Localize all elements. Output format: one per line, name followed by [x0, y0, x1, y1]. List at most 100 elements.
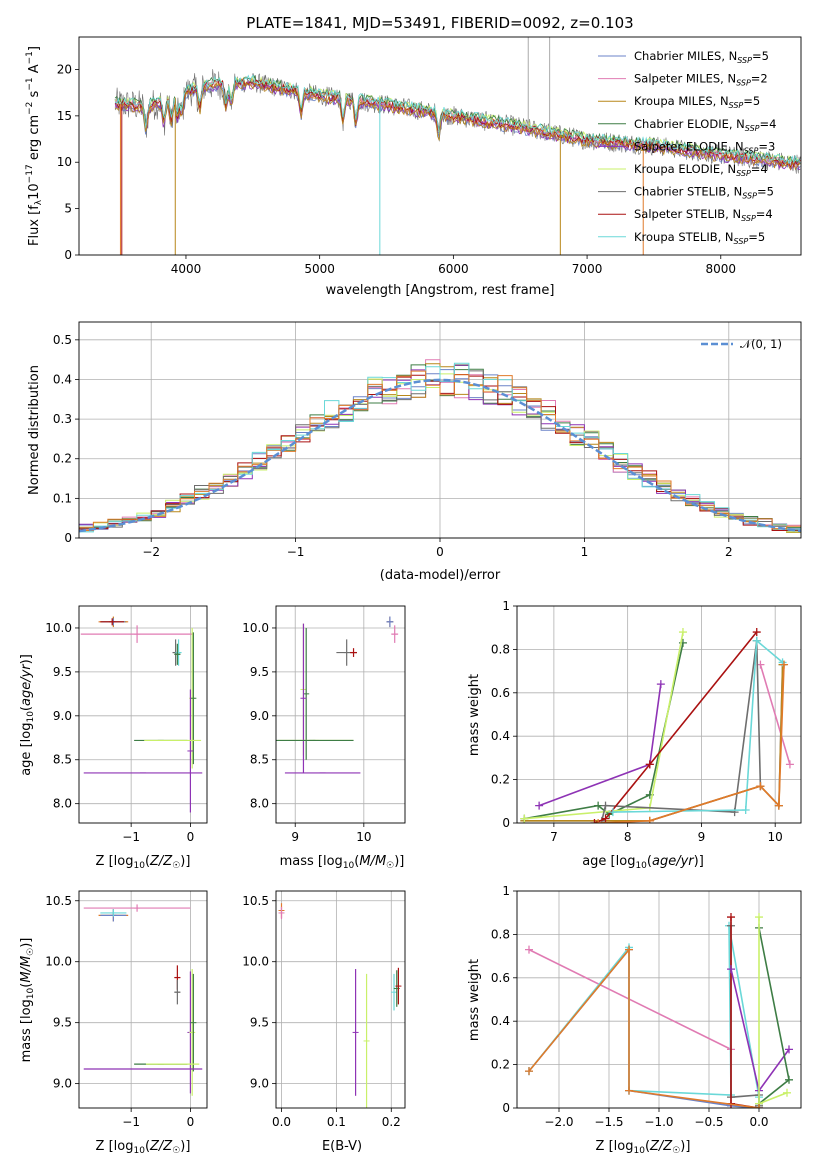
spectrum-series-line	[114, 74, 801, 165]
spectrum-legend-label: Kroupa ELODIE, NSSP=4	[634, 162, 768, 178]
spectrum-legend-label: Kroupa STELIB, NSSP=5	[634, 230, 765, 246]
spectrum-xtick-label: 8000	[706, 262, 737, 276]
residual-legend: 𝒩(0, 1)	[701, 337, 782, 351]
weight-vs-Z-ylabel: mass weight	[467, 959, 482, 1041]
spectrum-legend-label: Chabrier MILES, NSSP=5	[634, 49, 769, 65]
spectrum-legend-sub: SSP	[744, 146, 759, 155]
weight-point-marker	[525, 945, 533, 954]
mass-vs-ebv-xtick-label: 0.2	[382, 1115, 401, 1129]
weight-vs-Z-xtick-label: −0.5	[694, 1115, 723, 1129]
spectrum-legend-sub: SSP	[737, 56, 752, 65]
mass-vs-ebv-frame	[275, 890, 406, 1109]
spectrum-ytick-label: 20	[57, 62, 72, 76]
mass-vs-ebv-xtick-label: 0.1	[327, 1115, 346, 1129]
weight-point-marker	[755, 1104, 763, 1108]
residual-hist-xtick-label: 1	[581, 545, 589, 559]
age-vs-mass-frame	[275, 605, 406, 824]
spectrum-legend-label: Kroupa MILES, NSSP=5	[634, 94, 760, 110]
age-vs-Z-panel: −1 0 8.0 8.5 9.0 9.5 10.0 Z [log10(Z/Z☉)] age …	[19, 605, 208, 871]
mass-vs-Z-ytick-label: 9.5	[53, 1016, 72, 1030]
spectrum-frame	[78, 36, 802, 256]
spectrum-legend-tail: =3	[758, 139, 775, 153]
spectrum-legend-tail: =4	[760, 117, 777, 131]
mass-vs-ebv-points	[278, 903, 402, 1108]
weight-point-marker	[590, 819, 599, 823]
spectrum-legend-tail: =5	[743, 94, 760, 108]
age-vs-Z-xlabel: Z [log10(Z/Z☉)]	[96, 854, 191, 871]
mass-vs-ebv-ytick-label: 10.0	[242, 955, 269, 969]
mass-vs-ebv-panel: 0.0 0.1 0.2 9.0 9.5 10.0 10.5 E(B-V)	[242, 890, 406, 1154]
age-vs-Z-ytick-label: 9.5	[53, 665, 72, 679]
weight-point-marker	[780, 660, 789, 669]
weight-series-line	[758, 927, 790, 1105]
age-vs-Z-ytick-label: 9.0	[53, 709, 72, 723]
figure-title: PLATE=1841, MJD=53491, FIBERID=0092, z=0…	[246, 14, 633, 32]
weight-point-marker	[645, 816, 654, 823]
spectrum-xlabel: wavelength [Angstrom, rest frame]	[326, 283, 555, 298]
mass-vs-Z-ytick-label: 10.5	[45, 894, 72, 908]
weight-point-marker	[601, 801, 610, 810]
residual-xlabel: (data-model)/error	[380, 568, 501, 583]
mass-vs-Z-ytick-label: 9.0	[53, 1077, 72, 1091]
residual-panel: −2 −1 0 1 2 0 0.1 0.2 0.3 0.4 0.5 (data-model)/err…	[27, 321, 802, 583]
mass-vs-ebv-xtick-label: 0.0	[272, 1115, 291, 1129]
weight-vs-age-xtick-label: 10	[768, 830, 783, 844]
residual-hist-xtick-label: 0	[436, 545, 444, 559]
residual-hist-xtick-label: −1	[287, 545, 305, 559]
age-vs-Z-frame	[78, 605, 208, 824]
weight-series-line	[538, 683, 662, 807]
spectrum-ytick-label: 15	[57, 109, 72, 123]
weight-point-marker	[741, 805, 750, 814]
spectrum-panel: 4000 5000 6000 7000 8000 0 5 10 15 20 wavelength …	[25, 36, 802, 298]
weight-series-line	[759, 664, 791, 765]
weight-vs-Z-ytick-label: 0.4	[491, 1014, 510, 1028]
weight-series-line	[528, 947, 760, 1108]
weight-point-marker	[783, 1088, 791, 1097]
weight-vs-Z-xlabel: Z [log10(Z/Z☉)]	[596, 1139, 691, 1156]
spectrum-legend-tail: =2	[751, 72, 768, 86]
residual-hist-ytick-label: 0.5	[53, 333, 72, 347]
weight-point-marker	[785, 760, 794, 769]
weight-series-line	[758, 917, 788, 1105]
weight-vs-Z-ytick-label: 0	[502, 1101, 510, 1115]
mass-vs-Z-xlabel: Z [log10(Z/Z☉)]	[96, 1139, 191, 1156]
age-vs-Z-ytick-label: 8.0	[53, 797, 72, 811]
weight-vs-age-ytick-label: 0.6	[491, 686, 510, 700]
spectrum-ytick-label: 5	[64, 202, 72, 216]
mass-vs-ebv-ytick-label: 9.5	[250, 1016, 269, 1030]
weight-vs-age-ytick-label: 0.4	[491, 729, 510, 743]
residual-ylabel: Normed distribution	[27, 365, 42, 495]
weight-vs-Z-ytick-label: 0.6	[491, 971, 510, 985]
weight-point-marker	[774, 801, 783, 810]
spectrum-legend-label: Chabrier ELODIE, NSSP=4	[634, 117, 776, 133]
weight-vs-Z-xtick-label: −1.5	[594, 1115, 623, 1129]
spectrum-plot-area: 4000 5000 6000 7000 8000 0 5 10 15 20	[57, 36, 802, 276]
weight-series-line	[730, 917, 760, 1108]
weight-vs-age-plot-area: 7 8 9 10 0 0.2 0.4 0.6 0.8 1	[491, 599, 802, 844]
spectrum-legend-label: Chabrier STELIB, NSSP=5	[634, 185, 774, 201]
age-vs-Z-xtick-label: −1	[122, 830, 140, 844]
age-vs-mass-ytick-label: 8.0	[250, 797, 269, 811]
weight-vs-age-ytick-label: 0	[502, 816, 510, 830]
residual-frame	[78, 321, 802, 539]
age-vs-Z-ytick-label: 10.0	[45, 621, 72, 635]
mass-vs-ebv-plot-area: 0.0 0.1 0.2 9.0 9.5 10.0 10.5	[242, 890, 406, 1129]
weight-series-line	[528, 925, 760, 1108]
spectrum-legend-sub: SSP	[736, 79, 751, 88]
spectrum-legend-tail: =5	[752, 49, 769, 63]
mass-vs-Z-xtick-label: −1	[122, 1115, 140, 1129]
spectrum-xtick-label: 5000	[304, 262, 335, 276]
weight-series-line	[594, 631, 758, 823]
weight-vs-Z-ytick-label: 0.2	[491, 1058, 510, 1072]
spectrum-legend-tail: =4	[756, 207, 773, 221]
weight-vs-age-ytick-label: 0.8	[491, 642, 510, 656]
residual-hist-ytick-label: 0.3	[53, 412, 72, 426]
weight-vs-Z-xtick-label: 0.0	[749, 1115, 768, 1129]
age-vs-Z-plot-area: −1 0 8.0 8.5 9.0 9.5 10.0	[45, 605, 208, 844]
mass-vs-ebv-xlabel: E(B-V)	[322, 1139, 362, 1154]
age-vs-mass-plot-area: 9 10 8.0 8.5 9.0 9.5 10.0	[242, 605, 406, 844]
age-vs-mass-ytick-label: 9.5	[250, 665, 269, 679]
spectrum-legend-sub: SSP	[734, 237, 749, 246]
weight-vs-age-xlabel: age [log10(age/yr)]	[582, 854, 704, 871]
